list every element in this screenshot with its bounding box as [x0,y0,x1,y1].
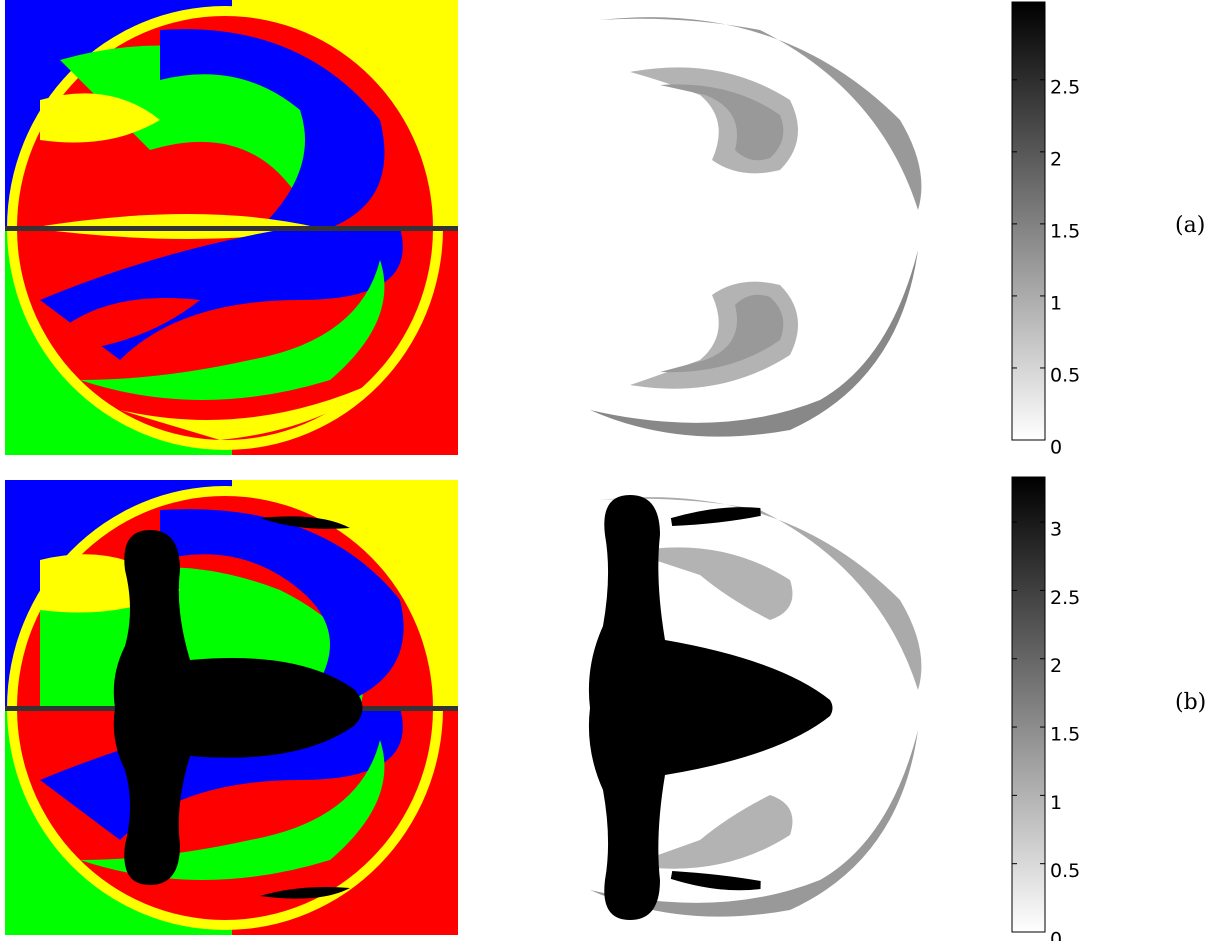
tick-label: 0 [1050,929,1062,941]
gray-image [590,17,922,437]
tick-label: 0.5 [1050,364,1080,386]
tick-label: 1.5 [1050,220,1080,242]
colorbar [1011,1,1046,441]
tick-label: 2 [1050,148,1062,170]
basin-image [5,480,458,935]
tick-label: 2 [1050,655,1062,677]
tick-label: 3 [1050,519,1062,541]
tick-label: 1 [1050,292,1062,314]
tick-label: 2.5 [1050,76,1080,98]
basin-image [5,0,458,455]
panel-label: (a) [1175,213,1205,238]
gray-image [588,495,922,920]
tick-label: 1.5 [1050,724,1080,746]
tick-label: 0 [1050,437,1062,459]
tick-label: 2.5 [1050,587,1080,609]
tick-label: 1 [1050,792,1062,814]
colorbar [1011,476,1046,933]
tick-label: 0.5 [1050,860,1080,882]
panel-label: (b) [1175,690,1206,715]
